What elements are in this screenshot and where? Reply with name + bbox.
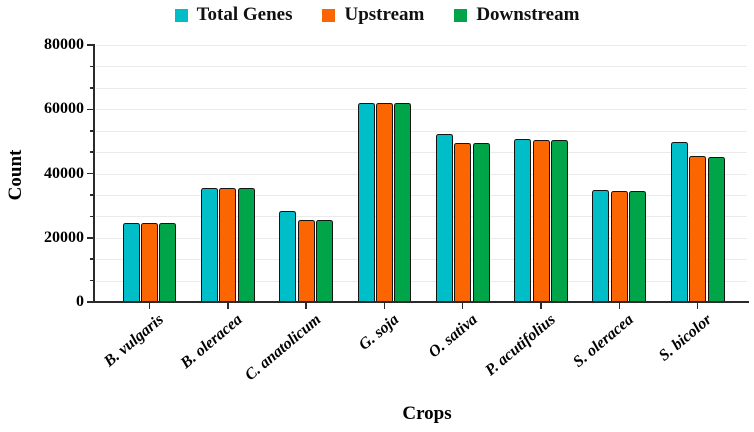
- bar: [237, 188, 255, 303]
- x-axis-title: Crops: [402, 403, 452, 424]
- legend-item: Downstream: [454, 4, 579, 26]
- x-category-label: S. oleracea: [570, 311, 638, 371]
- legend-item: Upstream: [322, 4, 424, 26]
- bar: [532, 140, 550, 303]
- gridline: [95, 45, 747, 46]
- x-tick: [618, 302, 621, 309]
- bar: [357, 103, 375, 303]
- bar: [592, 190, 610, 303]
- gridline: [95, 152, 747, 154]
- gridline: [95, 259, 747, 261]
- legend-label: Upstream: [344, 4, 425, 25]
- y-tick-label: 60000: [44, 100, 84, 118]
- bar: [375, 103, 393, 303]
- bar: [472, 143, 490, 303]
- legend-swatch-icon: [454, 8, 468, 22]
- bar: [435, 134, 453, 303]
- bar: [316, 219, 333, 303]
- y-minor-tick: [90, 215, 95, 218]
- x-tick: [148, 302, 151, 309]
- y-tick-label: 20000: [44, 228, 84, 246]
- bar: [454, 143, 472, 303]
- bar: [689, 156, 707, 303]
- x-axis-line: [93, 301, 750, 303]
- y-axis-line: [93, 44, 95, 303]
- gridline: [95, 109, 747, 111]
- gridline: [95, 216, 747, 218]
- bar: [394, 103, 412, 303]
- y-major-tick: [87, 108, 95, 111]
- x-category-label: B. vulgaris: [101, 311, 168, 371]
- y-tick-label: 80000: [44, 36, 84, 53]
- y-major-tick: [87, 172, 95, 175]
- bar: [514, 138, 532, 303]
- x-tick: [383, 302, 386, 309]
- y-minor-tick: [90, 151, 95, 153]
- x-tick: [696, 302, 699, 309]
- legend-label: Total Genes: [196, 4, 293, 25]
- bar: [159, 223, 177, 303]
- bar: [610, 190, 628, 303]
- y-tick-label: 0: [76, 293, 84, 310]
- bar: [550, 140, 568, 303]
- y-minor-tick: [90, 194, 95, 196]
- x-category-label: C. anatolicum: [241, 311, 325, 385]
- bar: [122, 223, 140, 303]
- bar: [200, 187, 218, 303]
- legend-swatch-icon: [174, 8, 188, 22]
- bar: [297, 220, 315, 303]
- y-minor-tick: [90, 258, 95, 260]
- gridline: [95, 173, 747, 175]
- y-major-tick: [87, 301, 95, 303]
- x-category-label: O. sativa: [425, 311, 481, 362]
- bar: [670, 142, 688, 303]
- x-category-label: B. oleracea: [177, 311, 246, 373]
- gridline: [95, 130, 747, 132]
- bar: [707, 157, 725, 303]
- x-tick: [540, 302, 542, 309]
- gridline: [95, 280, 747, 282]
- legend: Total Genes Upstream Downstream: [0, 4, 754, 26]
- x-tick: [305, 302, 307, 309]
- gridline: [95, 194, 747, 196]
- y-minor-tick: [90, 279, 95, 282]
- legend-item: Total Genes: [174, 4, 293, 26]
- legend-swatch-icon: [322, 8, 336, 22]
- legend-label: Downstream: [476, 4, 580, 25]
- gridline: [95, 237, 747, 239]
- y-axis-title: Count: [5, 149, 26, 201]
- y-major-tick: [87, 44, 95, 46]
- bar: [219, 187, 237, 303]
- gridline: [95, 87, 747, 89]
- y-tick-label: 40000: [44, 164, 84, 182]
- y-minor-tick: [90, 65, 95, 68]
- x-category-label: P. acutifolius: [482, 311, 559, 380]
- x-category-label: S. bicolor: [656, 311, 716, 365]
- bar: [279, 211, 297, 303]
- x-tick: [461, 302, 464, 309]
- y-minor-tick: [90, 87, 95, 89]
- x-tick: [227, 302, 229, 309]
- bar: [141, 222, 158, 303]
- gridline: [95, 66, 747, 68]
- bar: [629, 190, 647, 303]
- y-minor-tick: [90, 129, 95, 132]
- y-major-tick: [87, 237, 95, 239]
- x-category-label: G. soja: [355, 311, 403, 354]
